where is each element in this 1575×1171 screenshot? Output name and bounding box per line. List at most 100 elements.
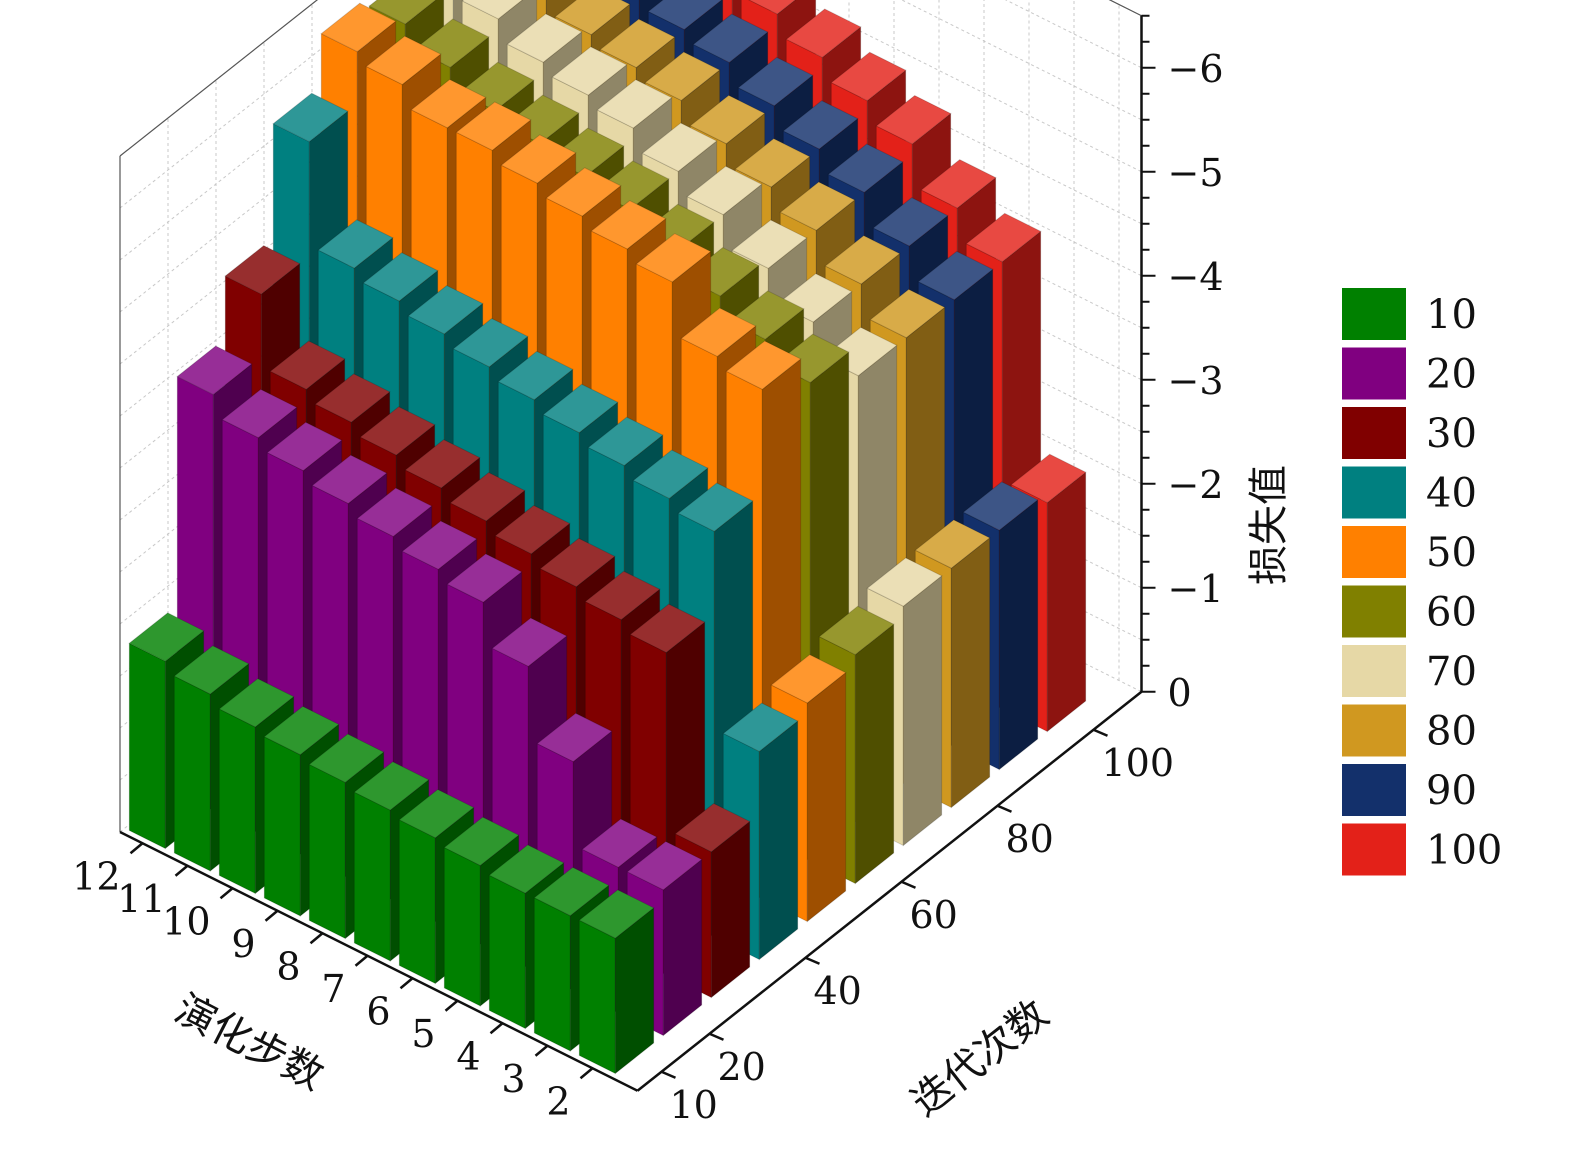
frame-top-edge — [119, 0, 1142, 157]
legend-item: 20 — [1342, 347, 1477, 400]
bar-top-face — [542, 383, 619, 434]
legend-label: 20 — [1426, 352, 1477, 398]
bar-front-face — [353, 791, 391, 962]
bar-top-face — [404, 439, 481, 489]
bar-front-face — [578, 919, 616, 1075]
bar-top-face — [551, 46, 628, 96]
bar-top-face — [635, 232, 712, 283]
bar-top-face — [596, 79, 673, 129]
x-tick-label: 2 — [546, 1079, 570, 1123]
bar-top-face — [491, 617, 568, 667]
bar-top-face — [875, 94, 952, 145]
bar-top-face — [578, 889, 655, 939]
bar-top-face — [539, 537, 616, 588]
z-tick-label: −6 — [1168, 47, 1224, 91]
legend-swatch — [1342, 585, 1406, 638]
bar-top-face — [365, 35, 442, 86]
bar-top-face — [692, 13, 769, 64]
bar-side-face — [902, 574, 943, 847]
bar-top-face — [590, 200, 667, 250]
legend-label: 100 — [1426, 828, 1502, 874]
x-tick-label: 8 — [276, 944, 300, 988]
bar-top-face — [506, 13, 583, 63]
bar-top-face — [452, 317, 529, 368]
x-axis-tick — [579, 1067, 594, 1080]
legend-item: 100 — [1342, 823, 1502, 876]
y-tick-label: 20 — [718, 1045, 766, 1089]
bar-top-face — [626, 840, 703, 891]
bar-top-face — [644, 51, 721, 102]
bar-top-face — [461, 0, 524, 20]
bar-top-face — [173, 645, 250, 695]
bar-front-face — [173, 675, 211, 872]
y-tick-label: 40 — [814, 969, 862, 1013]
grid-line — [119, 0, 1142, 313]
x-tick-label: 6 — [366, 989, 390, 1033]
legend-item: 40 — [1342, 466, 1477, 519]
bar-top-face — [748, 0, 796, 15]
legend-label: 10 — [1426, 292, 1477, 338]
legend-label: 40 — [1426, 471, 1477, 517]
z-axis-label: 损失值 — [1246, 465, 1292, 585]
legend-swatch — [1342, 288, 1406, 340]
bar-front-face — [443, 846, 481, 1007]
x-tick-label: 4 — [456, 1034, 480, 1078]
bar-top-face — [680, 307, 757, 358]
bar-top-face — [263, 705, 340, 756]
x-axis-tick — [444, 999, 459, 1012]
legend-item: 10 — [1342, 288, 1477, 340]
bar-top-face — [500, 134, 577, 184]
y-axis-tick — [709, 1032, 724, 1041]
bar-top-face — [869, 288, 946, 339]
y-tick-label: 10 — [670, 1083, 718, 1127]
bar-top-face — [725, 340, 802, 390]
bar-top-face — [221, 388, 298, 439]
legend-item: 80 — [1342, 704, 1477, 757]
bar-top-face — [731, 219, 808, 269]
legend-label: 90 — [1426, 768, 1477, 814]
bar-side-face — [1046, 471, 1087, 733]
bar-top-face — [311, 454, 388, 505]
bar-top-face — [641, 122, 718, 172]
legend-item: 30 — [1342, 407, 1477, 459]
z-tick-label: 0 — [1168, 671, 1192, 715]
y-tick-label: 100 — [1102, 741, 1175, 785]
legend: 10 20 30 40 50 60 70 80 90 100 — [1342, 288, 1502, 876]
x-axis-tick — [219, 887, 234, 900]
z-tick-label: −5 — [1168, 151, 1224, 195]
legend-swatch — [1342, 823, 1406, 876]
bar-top-face — [308, 733, 385, 784]
bar-top-face — [128, 612, 205, 662]
x-axis-tick — [264, 909, 279, 922]
bar-top-face — [920, 159, 997, 209]
legend-swatch — [1342, 347, 1406, 400]
bar-top-face — [587, 416, 664, 467]
bar-top-face — [266, 421, 343, 472]
bar-top-face — [488, 844, 565, 894]
bar-top-face — [356, 487, 433, 538]
z-tick-label: −1 — [1168, 567, 1224, 611]
bar-front-face — [128, 642, 166, 850]
y-axis-tick — [805, 956, 820, 965]
bar-top-face — [176, 345, 253, 396]
bar-top-face — [554, 0, 631, 36]
bar-top-face — [272, 92, 349, 143]
z-tick-label: −4 — [1168, 255, 1224, 299]
bar-side-face — [806, 671, 847, 923]
legend-label: 70 — [1426, 649, 1477, 695]
bar-top-face — [398, 788, 475, 839]
y-axis-tick — [997, 804, 1012, 813]
bar-top-face — [779, 181, 856, 231]
x-tick-label: 11 — [117, 877, 165, 921]
x-axis-line — [119, 830, 639, 1092]
bar-top-face — [689, 94, 766, 145]
bar-top-face — [785, 8, 862, 58]
x-axis-tick — [129, 842, 144, 855]
bar-front-face — [533, 896, 571, 1052]
legend-label: 60 — [1426, 590, 1477, 636]
x-tick-label: 9 — [231, 922, 255, 966]
bar-top-face — [584, 570, 661, 621]
bar-top-face — [533, 866, 610, 917]
